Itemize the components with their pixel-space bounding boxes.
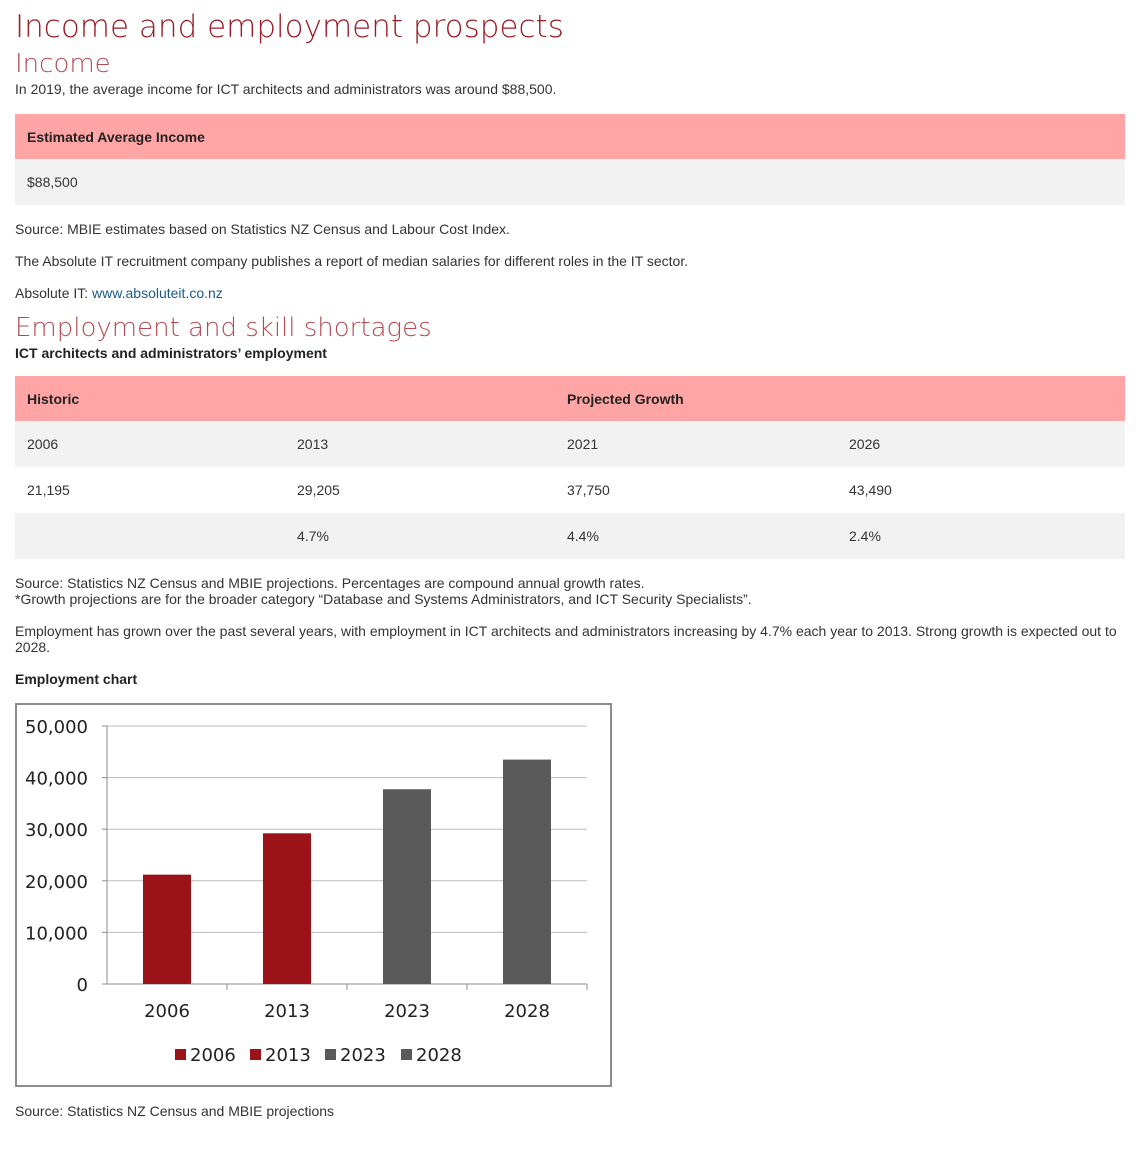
table-row: 4.7% 4.4% 2.4% <box>15 513 1125 559</box>
absolute-line: Absolute IT: www.absoluteit.co.nz <box>15 285 1125 301</box>
y-tick-label: 20,000 <box>25 872 88 893</box>
employment-source-1: Source: Statistics NZ Census and MBIE pr… <box>15 575 645 591</box>
employment-header-blank-2 <box>837 376 1125 421</box>
x-tick-label: 2028 <box>504 1001 550 1022</box>
x-tick-label: 2023 <box>384 1001 430 1022</box>
table-cell: 4.7% <box>285 513 555 559</box>
chart-source: Source: Statistics NZ Census and MBIE pr… <box>15 1103 335 1119</box>
table-cell: 2006 <box>15 421 285 467</box>
income-source: Source: MBIE estimates based on Statisti… <box>15 221 510 237</box>
y-tick-label: 30,000 <box>25 820 88 841</box>
income-intro: In 2019, the average income for ICT arch… <box>15 81 557 97</box>
y-tick-label: 50,000 <box>25 717 88 738</box>
income-table-value: $88,500 <box>15 159 1125 205</box>
employment-heading: Employment and skill shortages <box>15 313 432 343</box>
income-heading: Income <box>15 49 111 79</box>
employment-subhead: ICT architects and administrators’ emplo… <box>15 345 327 361</box>
bar-2028 <box>503 759 551 984</box>
chart-svg: 50,000 40,000 30,000 20,000 10,000 0 2006 2013 2… <box>25 717 588 1066</box>
table-cell: 2021 <box>555 421 837 467</box>
table-cell: 4.4% <box>555 513 837 559</box>
table-cell: 2026 <box>837 421 1125 467</box>
employment-header-projected: Projected Growth <box>555 376 837 421</box>
legend-swatch <box>401 1049 412 1060</box>
legend-swatch <box>175 1049 186 1060</box>
bar-2013 <box>263 833 311 984</box>
income-table: Estimated Average Income $88,500 <box>15 114 1125 205</box>
y-tick-label: 0 <box>77 975 88 996</box>
table-cell: 21,195 <box>27 482 70 498</box>
employment-header-historic: Historic <box>15 376 285 421</box>
employment-chart: 50,000 40,000 30,000 20,000 10,000 0 2006 2013 2… <box>15 703 612 1087</box>
legend-label: 2013 <box>265 1045 311 1066</box>
bar-2006 <box>143 874 191 984</box>
employment-text: Employment has grown over the past sever… <box>15 623 1117 655</box>
employment-source-2: *Growth projections are for the broader … <box>15 591 752 607</box>
legend-swatch <box>325 1049 336 1060</box>
employment-header-blank-1 <box>285 376 555 421</box>
absolute-text: The Absolute IT recruitment company publ… <box>15 253 689 269</box>
legend-label: 2006 <box>190 1045 236 1066</box>
y-tick-label: 10,000 <box>25 923 88 944</box>
table-row: 21,195 29,205 37,750 43,490 <box>15 467 1125 513</box>
table-cell: 2.4% <box>837 513 1125 559</box>
table-cell: 43,490 <box>849 482 892 498</box>
table-cell <box>15 513 285 559</box>
employment-table: Historic Projected Growth 2006 2013 2021… <box>15 376 1125 559</box>
x-tick-label: 2013 <box>264 1001 310 1022</box>
page-content: Income and employment prospects Income I… <box>15 0 1125 1119</box>
x-tick-label: 2006 <box>144 1001 190 1022</box>
table-cell: 29,205 <box>297 482 340 498</box>
income-table-header: Estimated Average Income <box>15 114 1125 159</box>
table-cell: 37,750 <box>567 482 610 498</box>
y-tick-label: 40,000 <box>25 769 88 790</box>
legend-label: 2023 <box>340 1045 386 1066</box>
table-row: 2006 2013 2021 2026 <box>15 421 1125 467</box>
page-title: Income and employment prospects <box>15 9 564 45</box>
legend-label: 2028 <box>416 1045 462 1066</box>
absolute-label: Absolute IT: <box>15 285 93 301</box>
bar-2023 <box>383 789 431 984</box>
legend-swatch <box>250 1049 261 1060</box>
table-cell: 2013 <box>285 421 555 467</box>
absolute-link[interactable]: www.absoluteit.co.nz <box>92 285 223 301</box>
chart-heading: Employment chart <box>15 671 138 687</box>
